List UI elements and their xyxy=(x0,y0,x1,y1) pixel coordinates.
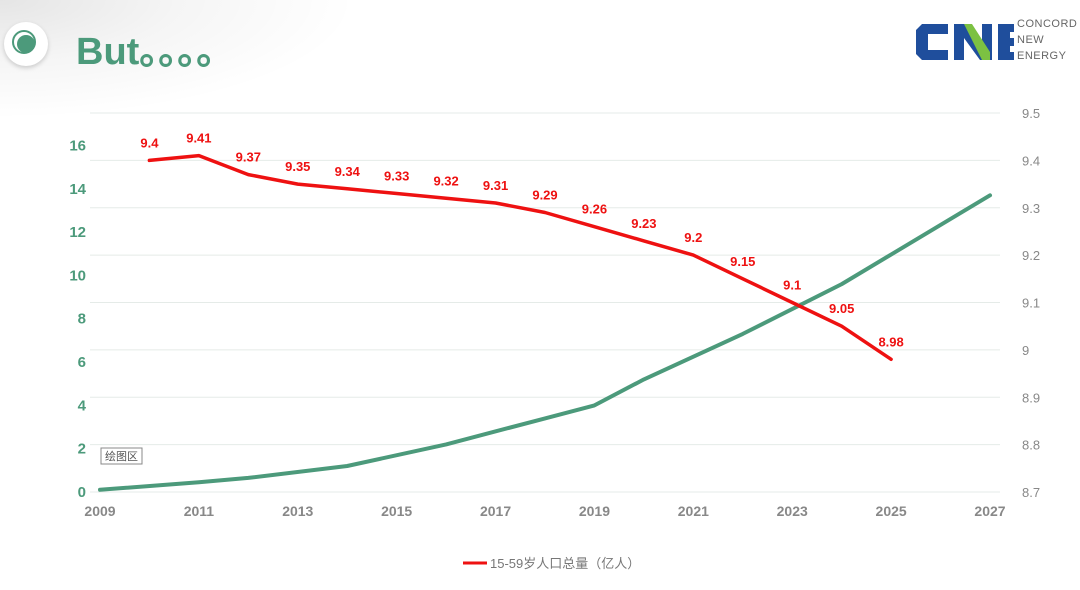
data-label: 9.15 xyxy=(730,254,755,269)
right-tick-label: 8.8 xyxy=(1022,438,1040,453)
right-tick-label: 9.5 xyxy=(1022,106,1040,121)
right-tick-label: 9.4 xyxy=(1022,153,1040,168)
corner-shadow xyxy=(0,0,360,120)
data-label: 9.29 xyxy=(532,187,557,202)
right-tick-label: 9 xyxy=(1022,343,1029,358)
left-tick-label: 2 xyxy=(78,441,86,458)
x-tick-label: 2013 xyxy=(282,503,313,519)
x-tick-label: 2021 xyxy=(678,503,709,519)
data-label: 9.1 xyxy=(783,278,801,293)
x-tick-label: 2015 xyxy=(381,503,412,519)
x-tick-label: 2023 xyxy=(777,503,808,519)
left-axis: 0 2 4 6 8 10 12 14 16 xyxy=(69,137,86,501)
left-tick-label: 6 xyxy=(78,354,86,371)
data-label: 9.05 xyxy=(829,301,854,316)
data-label: 8.98 xyxy=(878,334,903,349)
x-tick-label: 2009 xyxy=(84,503,115,519)
data-label: 9.23 xyxy=(631,216,656,231)
right-tick-label: 9.1 xyxy=(1022,296,1040,311)
right-tick-label: 9.3 xyxy=(1022,201,1040,216)
data-labels: 9.4 9.41 9.37 9.35 9.34 9.33 9.32 9.31 9.29 9.26 9… xyxy=(140,131,903,350)
left-tick-label: 12 xyxy=(69,224,86,241)
data-label: 9.37 xyxy=(236,150,261,165)
left-tick-label: 0 xyxy=(78,484,86,501)
right-tick-label: 9.2 xyxy=(1022,248,1040,263)
right-tick-label: 8.9 xyxy=(1022,390,1040,405)
right-tick-label: 8.7 xyxy=(1022,485,1040,500)
x-tick-label: 2025 xyxy=(876,503,907,519)
series-lines xyxy=(98,153,992,492)
x-tick-label: 2019 xyxy=(579,503,610,519)
left-tick-label: 4 xyxy=(78,397,87,414)
logo-letter-e xyxy=(998,24,1014,60)
logo-text-line-2: NEW xyxy=(1017,34,1045,46)
legend-label: 15-59岁人口总量（亿人） xyxy=(490,556,640,571)
green-series-line xyxy=(98,193,992,492)
red-series-line xyxy=(147,153,893,362)
x-tick-label: 2017 xyxy=(480,503,511,519)
plot-area-tag: 绘图区 xyxy=(105,449,138,463)
plot-area-tag-box xyxy=(100,447,143,465)
title-bullet-icon xyxy=(4,22,48,66)
logo-text-line-3: ENERGY xyxy=(1017,50,1067,62)
logo-letter-n-accent xyxy=(964,24,990,60)
x-tick-label: 2027 xyxy=(974,503,1005,519)
x-tick-label: 2011 xyxy=(184,503,215,519)
data-label: 9.26 xyxy=(582,202,607,217)
right-axis: 8.7 8.8 8.9 9 9.1 9.2 9.3 9.4 9.5 xyxy=(1022,106,1040,500)
left-tick-label: 14 xyxy=(69,181,86,198)
data-label: 9.34 xyxy=(335,164,361,179)
left-tick-label: 16 xyxy=(69,137,86,154)
data-label: 9.2 xyxy=(684,230,702,245)
x-axis: 2009 2011 2013 2015 2017 2019 2021 2023 2025 2027 xyxy=(84,503,1005,519)
page-title: But。。。。 xyxy=(76,31,235,73)
data-label: 9.35 xyxy=(285,159,310,174)
grid-lines xyxy=(90,112,1000,493)
data-label: 9.4 xyxy=(140,135,159,150)
logo-letter-c xyxy=(916,24,948,60)
logo-text-line-1: CONCORD xyxy=(1017,18,1078,30)
data-label: 9.33 xyxy=(384,169,409,184)
left-tick-label: 8 xyxy=(78,311,86,328)
data-label: 9.31 xyxy=(483,178,508,193)
data-label: 9.41 xyxy=(186,131,211,146)
data-label: 9.32 xyxy=(433,173,458,188)
company-logo xyxy=(916,24,1014,60)
left-tick-label: 10 xyxy=(69,267,86,284)
